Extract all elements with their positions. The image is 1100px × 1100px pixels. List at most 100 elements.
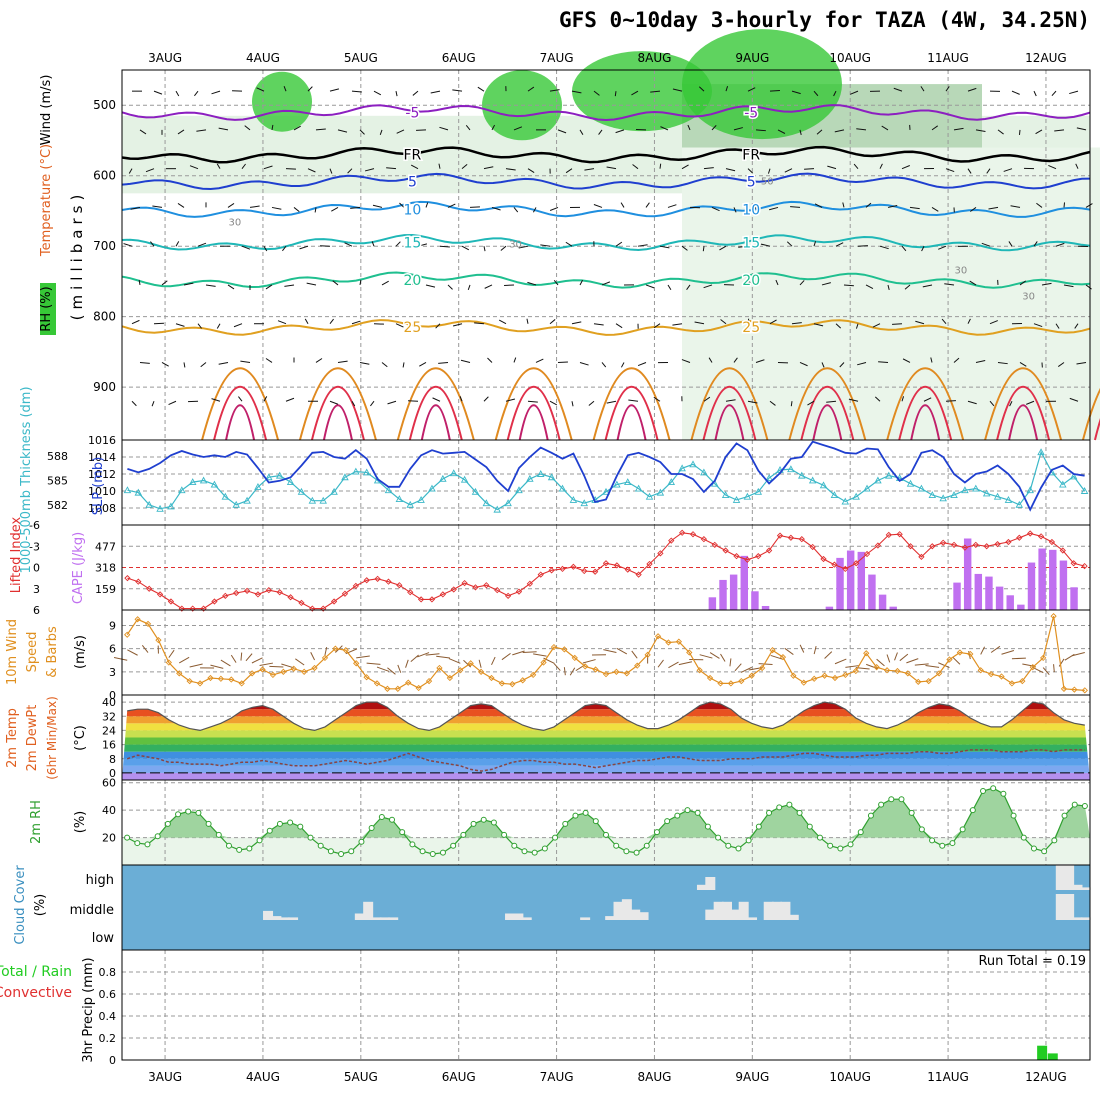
wind10-barb bbox=[405, 659, 409, 668]
lifted-index-point bbox=[896, 531, 903, 538]
wind-barb bbox=[177, 129, 185, 135]
wind10-point bbox=[207, 674, 214, 682]
wind-barb bbox=[769, 90, 780, 92]
wind-barb bbox=[370, 400, 375, 407]
wind10-point bbox=[842, 671, 849, 679]
rh-contour-label: 50 bbox=[761, 177, 774, 188]
wind-barb bbox=[175, 90, 180, 97]
isotherm-label: -5 bbox=[405, 105, 419, 121]
wind10-barb bbox=[563, 667, 566, 676]
middle-cloud-bar bbox=[738, 901, 749, 920]
thickness-point bbox=[928, 491, 937, 498]
wind-barb bbox=[1085, 284, 1092, 290]
wind-barb bbox=[967, 400, 977, 405]
day-label-bottom: 11AUG bbox=[927, 1070, 969, 1084]
lifted-index-point bbox=[374, 575, 381, 582]
cape-bar bbox=[1027, 562, 1036, 610]
wind10-point bbox=[998, 673, 1005, 680]
middle-cloud-bar bbox=[638, 912, 649, 920]
wind-barb bbox=[425, 202, 429, 208]
rh2m-units-label: (%) bbox=[73, 811, 88, 834]
thickness-point bbox=[700, 468, 708, 476]
wind-barb bbox=[856, 128, 867, 131]
wind-barb bbox=[138, 279, 141, 286]
wind10-barb bbox=[251, 657, 263, 664]
wind-barb bbox=[853, 163, 859, 169]
wind10-point bbox=[301, 668, 308, 675]
wind-barb bbox=[733, 127, 743, 131]
middle-cloud-bar bbox=[371, 917, 382, 920]
mark-layer bbox=[113, 86, 1100, 1060]
wind10-barb bbox=[990, 645, 1001, 653]
wind-barb bbox=[650, 90, 661, 93]
wind-barb bbox=[848, 398, 859, 402]
wind10-point bbox=[821, 672, 828, 679]
wind-barb bbox=[403, 283, 414, 286]
thickness-point bbox=[210, 480, 219, 488]
wind10-point bbox=[1071, 686, 1078, 693]
wind10-barb bbox=[799, 644, 805, 653]
wind-barb bbox=[703, 284, 713, 289]
day-label-top: 12AUG bbox=[1025, 51, 1067, 65]
wind-barb bbox=[620, 202, 625, 208]
isotherm-label: 25 bbox=[403, 320, 421, 336]
rh2m-point bbox=[816, 834, 823, 841]
rh2m-point bbox=[256, 837, 263, 844]
thickness-point bbox=[580, 499, 589, 507]
wind10-point bbox=[925, 677, 932, 685]
lifted-index-point bbox=[613, 562, 621, 569]
wind-barb bbox=[981, 242, 991, 247]
rh2m-point bbox=[980, 787, 987, 794]
precip-tick: 0.6 bbox=[99, 988, 117, 1001]
wind-barb bbox=[944, 283, 955, 286]
wind-barb bbox=[930, 357, 933, 363]
warm-loop bbox=[984, 367, 1063, 441]
thickness-bg bbox=[122, 440, 1090, 525]
precip-bar bbox=[1047, 1053, 1058, 1060]
middle-cloud-bar bbox=[763, 901, 774, 920]
wind-barb bbox=[505, 168, 516, 171]
isotherm-line bbox=[121, 172, 1091, 191]
wind-barb bbox=[175, 323, 185, 327]
wind-barb bbox=[827, 165, 837, 170]
day-label-bottom: 10AUG bbox=[829, 1070, 871, 1084]
lifted-index-point bbox=[885, 531, 892, 539]
pressure-axis-label: (millibars) bbox=[68, 190, 86, 321]
wind-barb bbox=[419, 362, 427, 367]
thickness-point bbox=[297, 487, 306, 495]
thickness-tick: 582 bbox=[47, 499, 68, 512]
wind-barb bbox=[711, 206, 720, 212]
warm-loop bbox=[408, 386, 463, 441]
rh2m-point bbox=[409, 841, 416, 848]
wind-barb bbox=[553, 280, 559, 286]
wind10-point bbox=[956, 649, 964, 656]
wind10-barb bbox=[220, 659, 231, 667]
thickness-point bbox=[1069, 472, 1078, 480]
rh2m-point bbox=[918, 826, 925, 833]
temp-band bbox=[122, 709, 1090, 717]
wind-barb bbox=[351, 320, 361, 325]
lifted-index-point bbox=[929, 543, 936, 550]
wind-barb bbox=[123, 243, 133, 247]
wind10-barb bbox=[906, 658, 919, 664]
isotherm-label: -5 bbox=[744, 105, 758, 121]
lifted-index-point bbox=[211, 598, 218, 605]
wind10-barb bbox=[1053, 664, 1055, 673]
wind10-barb bbox=[1071, 652, 1085, 657]
middle-cloud-bar bbox=[605, 916, 616, 920]
wind10-point bbox=[269, 671, 277, 679]
wind-barb bbox=[152, 205, 163, 208]
day-label-bottom: 5AUG bbox=[344, 1070, 378, 1084]
wind-barb bbox=[1019, 280, 1027, 286]
precip-tick: 0.4 bbox=[99, 1010, 117, 1023]
wind-barb bbox=[487, 357, 493, 363]
rh-contour-label: 30 bbox=[1022, 291, 1035, 302]
middle-cloud-bar bbox=[1072, 917, 1083, 920]
wind-barb bbox=[417, 243, 428, 247]
wind-barb bbox=[989, 320, 998, 325]
wind-barb bbox=[1057, 362, 1065, 367]
rh2m-point bbox=[633, 849, 640, 856]
wind10-barb bbox=[397, 664, 402, 673]
rh2m-point bbox=[623, 848, 630, 855]
wind10-point bbox=[530, 671, 537, 679]
